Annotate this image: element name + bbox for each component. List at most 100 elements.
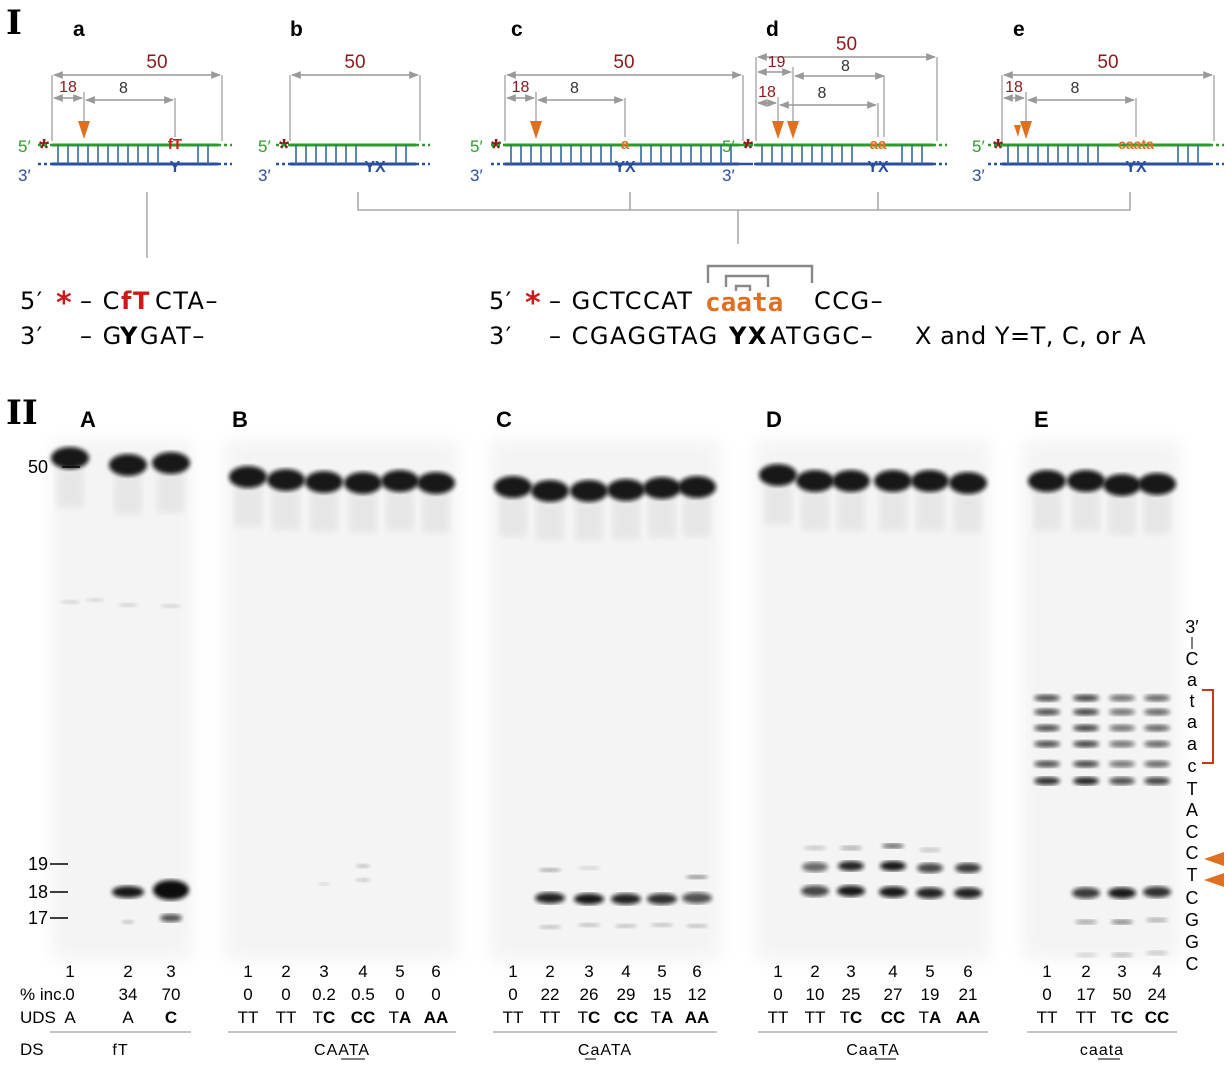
band-18nt [682, 892, 712, 904]
label-star: * [993, 133, 1004, 163]
band-17nt [122, 920, 134, 924]
uds-first: CC [881, 1008, 906, 1027]
gap-label: 8 [818, 85, 827, 102]
inc-value: 12 [688, 985, 707, 1004]
row-label-uds: UDS [20, 1008, 56, 1027]
band-50nt [152, 452, 190, 474]
faint-band [615, 924, 637, 928]
uds-second: T [248, 1008, 258, 1027]
uds-first: T [238, 1008, 248, 1027]
band-19nt [917, 863, 943, 873]
uds-first: T [313, 1008, 323, 1027]
lane-number: 4 [621, 962, 630, 981]
seq-right-top-b: CCG– [814, 287, 884, 315]
top-mod-label: aa [870, 136, 887, 153]
ladder-band [1109, 760, 1135, 768]
uds-first: T [1076, 1008, 1086, 1027]
ladder-letter: a [1187, 712, 1198, 732]
band-smear [386, 491, 414, 531]
panel-label: C [496, 407, 512, 432]
band-smear [536, 501, 564, 541]
faint-band [578, 923, 600, 927]
uds-second: T [550, 1008, 560, 1027]
band-50nt [949, 472, 987, 494]
band-50nt [1028, 470, 1066, 492]
ladder-letter: C [1186, 843, 1199, 863]
band-50nt [344, 472, 382, 494]
band-smear [764, 485, 792, 525]
ladder-band [1073, 740, 1099, 748]
band-19nt [838, 861, 864, 871]
band-19nt [802, 862, 828, 872]
row-label-ds: DS [20, 1040, 44, 1059]
strand-5-label: 5′ [972, 137, 985, 156]
band-18nt [879, 886, 907, 898]
band-smear [612, 500, 640, 540]
ladder-letter: c [1188, 756, 1197, 776]
pos-label: 18 [512, 79, 530, 96]
uds-second: C [1121, 1008, 1133, 1027]
uds-value: CC [1145, 1008, 1170, 1027]
band-smear [879, 491, 907, 531]
top-mod-label: caata [1118, 136, 1154, 152]
uds-value: TC [840, 1008, 863, 1027]
band-smear [1108, 495, 1136, 535]
strand-3-label: 3′ [722, 166, 735, 185]
pos-label: 18 [758, 84, 776, 101]
band-18nt [916, 887, 944, 899]
faint-band [86, 598, 104, 602]
band-smear [114, 475, 142, 515]
band-18nt [647, 893, 677, 905]
band-smear [1033, 491, 1061, 531]
band-18nt [574, 893, 604, 905]
uds-second: A [122, 1008, 134, 1027]
ladder-band [1073, 694, 1099, 702]
bottom-mod-label: YX [867, 159, 889, 176]
inc-value: 29 [617, 985, 636, 1004]
schematic-c: c 5′ 3′ * 50 18 8 a YX [470, 18, 753, 185]
band-smear [272, 490, 300, 530]
ladder-letter: 3′ [1185, 617, 1199, 637]
ladder-arrowhead [1204, 852, 1224, 866]
faint-band [1075, 952, 1097, 958]
inc-value: 10 [806, 985, 825, 1004]
inc-value: 0 [773, 985, 782, 1004]
uds-value: TT [503, 1008, 524, 1027]
ladder-band [1034, 708, 1060, 716]
band-smear [234, 487, 262, 527]
inc-value: 19 [921, 985, 940, 1004]
seq-left-bottom-prime: 3′ [20, 322, 44, 350]
strand-3-label: 3′ [258, 166, 271, 185]
faint-band [882, 843, 904, 849]
faint-band [804, 845, 826, 851]
uds-first: T [1111, 1008, 1121, 1027]
size-marker-m50: 50 [28, 457, 48, 477]
uds-value: TT [768, 1008, 789, 1027]
band-50nt [267, 469, 305, 491]
ladder-band [1109, 694, 1135, 702]
band-50nt [229, 466, 267, 488]
band-50nt [678, 476, 716, 498]
ladder-band [1034, 777, 1060, 785]
ladder-band [1109, 740, 1135, 748]
lane-number: 3 [584, 962, 593, 981]
band-18nt [112, 886, 144, 898]
ladder-band [1034, 724, 1060, 732]
cleavage-arrow [530, 121, 542, 139]
strand-5-label: 5′ [722, 137, 735, 156]
label-star: * [491, 133, 502, 163]
bottom-mod-label: Y [170, 159, 181, 176]
size-marker-m17: 17 [28, 908, 48, 928]
uds-first: AA [685, 1008, 710, 1027]
uds-second: T [1086, 1008, 1096, 1027]
band-50nt [1103, 474, 1141, 496]
ladder-band [1144, 760, 1170, 768]
band-18nt [1143, 886, 1171, 898]
seq-left-top-mod: fT [121, 287, 151, 315]
band-smear [648, 498, 676, 538]
inc-value: 34 [119, 985, 138, 1004]
strand-5-label: 5′ [258, 137, 271, 156]
band-smear [801, 491, 829, 531]
gap-label: 8 [570, 80, 579, 97]
faint-band [539, 868, 561, 872]
